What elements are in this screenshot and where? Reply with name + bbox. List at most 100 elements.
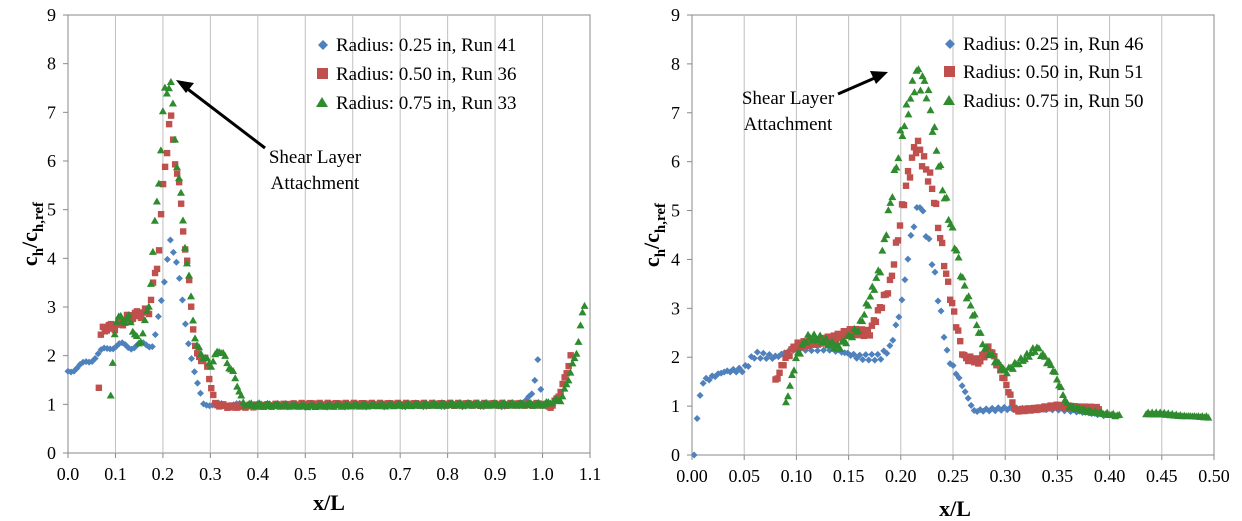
data-point	[185, 276, 193, 284]
data-point	[139, 309, 147, 316]
y-tick-label: 4	[47, 248, 56, 268]
data-point	[884, 206, 893, 214]
data-point	[865, 356, 873, 364]
data-point	[750, 354, 758, 362]
data-point	[97, 331, 105, 338]
data-point	[916, 86, 925, 94]
data-point	[155, 247, 163, 254]
data-point	[940, 262, 948, 270]
x-tick-label: 1.0	[531, 464, 554, 484]
data-point	[924, 178, 932, 185]
data-point	[904, 110, 913, 118]
data-point	[1007, 391, 1014, 398]
data-point	[204, 363, 211, 370]
data-point	[820, 346, 828, 354]
data-point	[133, 308, 141, 315]
data-point	[149, 279, 157, 286]
data-point	[858, 317, 867, 325]
data-point	[180, 243, 189, 251]
data-point	[163, 149, 171, 157]
data-point	[898, 296, 906, 304]
y-tick-label: 4	[671, 249, 680, 269]
data-point	[171, 161, 179, 168]
data-point	[982, 343, 991, 351]
data-point	[936, 161, 945, 169]
data-point	[894, 154, 903, 162]
data-point	[886, 276, 894, 284]
data-point	[981, 354, 988, 361]
data-point	[902, 100, 911, 108]
data-point	[1052, 375, 1061, 383]
data-point	[132, 332, 141, 340]
points-left	[64, 77, 589, 411]
data-point	[91, 354, 99, 362]
data-point	[137, 314, 145, 322]
data-point	[786, 352, 793, 360]
data-point	[874, 350, 882, 358]
data-point	[912, 149, 920, 157]
data-point	[943, 346, 951, 354]
data-point	[178, 296, 186, 304]
data-point	[888, 193, 897, 201]
data-point	[559, 380, 566, 388]
data-point	[848, 333, 857, 341]
data-point	[866, 292, 875, 300]
data-point	[862, 351, 870, 359]
y-tick-label: 9	[671, 5, 680, 25]
data-point	[814, 347, 822, 355]
data-point	[1008, 364, 1017, 372]
data-point	[140, 316, 149, 324]
data-point	[152, 197, 161, 205]
data-point	[785, 381, 794, 389]
data-point	[871, 356, 879, 364]
y-tick-label: 2	[671, 347, 680, 367]
data-point	[796, 349, 805, 357]
data-point	[699, 379, 707, 387]
data-point	[866, 332, 874, 339]
x-tick-label: 0.8	[436, 464, 459, 484]
data-point	[181, 320, 189, 328]
data-point	[159, 180, 167, 188]
data-point	[1003, 381, 1010, 389]
data-point	[148, 343, 156, 351]
data-point	[951, 308, 958, 315]
y-tick-label: 8	[47, 54, 56, 74]
y-tick-label: 3	[671, 298, 680, 318]
data-point	[890, 261, 898, 268]
data-point	[802, 338, 811, 346]
data-point	[854, 326, 863, 334]
data-point	[210, 391, 217, 399]
data-point	[810, 341, 817, 348]
data-point	[121, 341, 129, 349]
data-point	[971, 359, 978, 366]
x-tick-label: 0.30	[989, 466, 1021, 486]
data-point	[918, 163, 926, 170]
data-point	[814, 336, 823, 344]
data-point	[880, 235, 889, 243]
legend-entry: Radius: 0.25 in, Run 41	[318, 35, 517, 56]
data-point	[850, 331, 858, 338]
square-marker	[944, 66, 955, 77]
y-tick-label: 0	[671, 445, 680, 465]
data-point	[209, 357, 218, 365]
data-point	[942, 270, 950, 277]
data-point	[195, 343, 204, 351]
data-point	[910, 88, 919, 96]
data-point	[787, 370, 796, 378]
data-point	[154, 313, 162, 321]
data-point	[965, 357, 972, 365]
data-point	[189, 316, 198, 324]
y-tick-label: 6	[47, 151, 56, 171]
data-point	[528, 390, 536, 398]
annotation-right: Shear Layer Attachment	[742, 71, 888, 135]
data-point	[556, 397, 565, 405]
x-tick-label: 0.2	[152, 464, 175, 484]
data-point	[900, 122, 909, 130]
x-tick-label: 0.5	[294, 464, 317, 484]
data-point	[883, 349, 891, 357]
legend-entry: Radius: 0.50 in, Run 36	[317, 64, 517, 85]
data-point	[955, 374, 963, 382]
data-point	[566, 368, 575, 376]
data-point	[870, 285, 879, 293]
data-point	[906, 174, 914, 181]
